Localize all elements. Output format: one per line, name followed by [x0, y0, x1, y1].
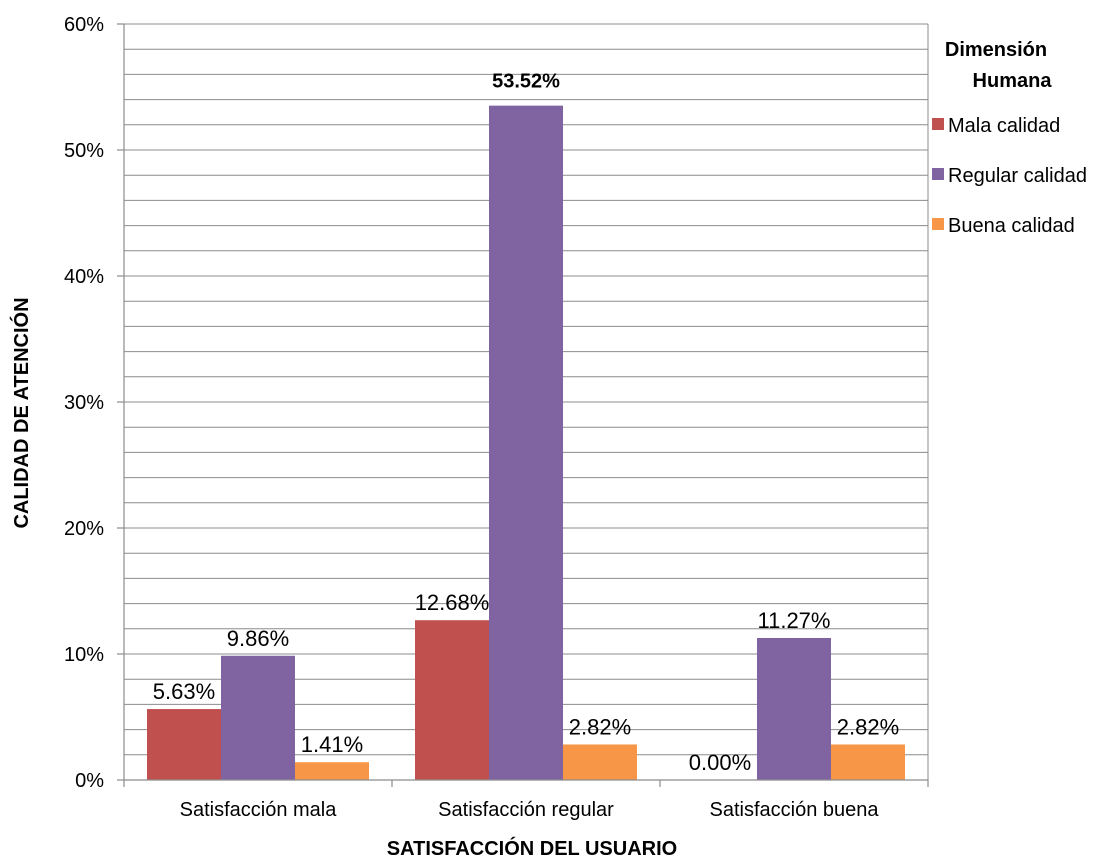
legend-label: Mala calidad: [948, 115, 1060, 137]
bar: [489, 105, 563, 780]
data-label: 12.68%: [415, 590, 490, 615]
legend-swatch: [932, 218, 944, 230]
legend-label: Regular calidad: [948, 165, 1087, 187]
y-tick-label: 0%: [75, 770, 104, 792]
axes: 0% 10% 20% 30% 40% 50% 60% Satisfacción mala Sat…: [64, 14, 929, 821]
data-label: 5.63%: [153, 679, 215, 704]
data-label: 9.86%: [227, 626, 289, 651]
bar: [221, 655, 295, 780]
data-label: 2.82%: [837, 714, 899, 739]
bar: [415, 620, 489, 780]
data-label: 1.41%: [301, 732, 363, 757]
legend-title-line-2: Humana: [973, 70, 1053, 92]
data-label: 0.00%: [689, 750, 751, 775]
legend-swatch: [932, 118, 944, 130]
legend: Dimensión Humana Mala calidad Regular cal…: [932, 39, 1087, 237]
y-tick-label: 30%: [64, 392, 104, 414]
y-tick-label: 60%: [64, 14, 104, 36]
legend-swatch: [932, 168, 944, 180]
legend-title-line-1: Dimensión: [945, 39, 1047, 61]
y-tick-label: 40%: [64, 266, 104, 288]
legend-label: Buena calidad: [948, 215, 1075, 237]
bar: [295, 762, 369, 780]
x-tick-label: Satisfacción mala: [180, 799, 338, 821]
bars: [147, 105, 905, 780]
data-label: 2.82%: [569, 714, 631, 739]
x-tick-label: Satisfacción buena: [709, 799, 879, 821]
x-tick-label: Satisfacción regular: [438, 799, 614, 821]
y-tick-label: 10%: [64, 644, 104, 666]
bar: [757, 637, 831, 780]
y-tick-label: 50%: [64, 140, 104, 162]
bar: [147, 709, 221, 780]
bar: [563, 744, 637, 780]
y-tick-label: 20%: [64, 518, 104, 540]
data-label: 53.52%: [492, 71, 560, 93]
bar: [831, 744, 905, 780]
data-label: 11.27%: [758, 608, 831, 633]
y-axis-title: CALIDAD DE ATENCIÓN: [9, 297, 33, 528]
data-labels: 5.63% 12.68% 0.00% 9.86% 53.52% 11.27% 1.41% 2.…: [153, 71, 899, 775]
x-axis-title: SATISFACCIÓN DEL USUARIO: [387, 836, 677, 860]
legend-items: Mala calidad Regular calidad Buena calidad: [932, 115, 1087, 237]
